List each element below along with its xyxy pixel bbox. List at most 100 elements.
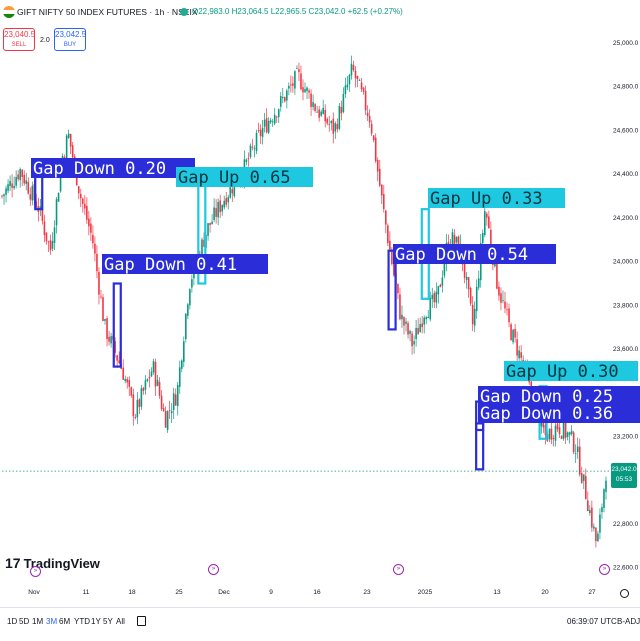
candle-body <box>223 200 226 208</box>
candle-body <box>368 115 371 123</box>
candle-body <box>19 169 21 181</box>
candle-body <box>467 277 470 290</box>
candle-body <box>168 410 171 411</box>
candle-body <box>227 197 230 203</box>
candle-body <box>593 526 595 529</box>
candle-body <box>552 437 555 439</box>
sell-button[interactable]: 23,040.5 SELL <box>3 28 35 51</box>
settings-icon[interactable] <box>620 589 629 598</box>
x-axis-tick-label: 9 <box>269 589 273 596</box>
x-axis-tick-label: 20 <box>541 589 549 596</box>
range-3m[interactable]: 3M <box>46 617 58 626</box>
candle-body <box>584 476 587 499</box>
candle-body <box>328 123 331 125</box>
candle-body <box>385 210 387 225</box>
candle-body <box>180 360 183 369</box>
range-5d[interactable]: 5D <box>19 617 30 626</box>
buy-button[interactable]: 23,042.5 BUY <box>54 28 86 51</box>
candle-body <box>174 394 177 406</box>
candle-body <box>601 507 603 513</box>
gap-label-bg <box>478 403 640 423</box>
candle-body <box>356 75 359 80</box>
y-axis-tick-label: 23,200.0 <box>613 434 639 441</box>
candle-body <box>292 83 294 86</box>
candle-body <box>271 121 274 123</box>
candle-body <box>294 71 296 89</box>
tradingview-logo[interactable]: 17 TradingView <box>5 555 100 571</box>
range-6m[interactable]: 6M <box>59 617 71 626</box>
tradingview-mark-icon: 17 <box>5 555 21 571</box>
candle-body <box>587 500 589 512</box>
candle-body <box>265 118 268 133</box>
candle-body <box>156 380 159 386</box>
x-axis-tick-label: 16 <box>313 589 321 596</box>
candle-body <box>298 69 300 72</box>
range-all[interactable]: All <box>116 617 125 626</box>
candle-body <box>146 379 149 381</box>
candle-body <box>348 74 351 85</box>
candle-body <box>439 284 442 288</box>
candle-body <box>29 194 32 200</box>
candle-body <box>43 221 46 235</box>
x-axis-tick-label: 2025 <box>418 589 433 596</box>
x-axis-tick-label: Dec <box>218 589 230 596</box>
candle-body <box>346 84 349 88</box>
candle-body <box>152 361 155 373</box>
candle-body <box>86 205 88 220</box>
candle-body <box>25 180 28 184</box>
candle-body <box>597 533 599 542</box>
candle-body <box>255 132 258 152</box>
candle-body <box>599 514 601 533</box>
candle-body <box>130 387 133 396</box>
symbol-title[interactable]: GIFT NIFTY 50 INDEX FUTURES · 1h · NSEIX <box>17 7 198 17</box>
bar-countdown: 05:53 <box>615 476 633 483</box>
candle-body <box>126 379 129 383</box>
candle-body <box>11 183 13 188</box>
candle-body <box>425 317 428 320</box>
event-icon[interactable]: » <box>208 564 219 575</box>
candle-body <box>94 243 96 254</box>
candle-body <box>13 185 15 189</box>
event-icon[interactable]: » <box>599 564 610 575</box>
y-axis-tick-label: 24,200.0 <box>613 215 639 222</box>
candle-body <box>100 296 102 298</box>
candle-body <box>221 205 223 212</box>
candle-body <box>407 323 409 335</box>
candle-body <box>170 411 173 414</box>
range-5y[interactable]: 5Y <box>103 617 113 626</box>
y-axis-tick-label: 23,600.0 <box>613 346 639 353</box>
price-chart[interactable]: 25,000.0 24,800.0 24,600.0 24,400.0 24,200.0… <box>0 0 640 607</box>
gap-label-bg <box>478 386 640 406</box>
x-axis-tick-label: Nov <box>28 589 40 596</box>
candle-body <box>277 109 280 118</box>
range-1y[interactable]: 1Y <box>91 617 101 626</box>
event-icon[interactable]: » <box>393 564 404 575</box>
gap-label-bg <box>428 188 565 208</box>
candle-body <box>362 87 365 92</box>
candle-body <box>191 279 193 288</box>
candle-body <box>300 73 302 90</box>
candle-body <box>67 133 70 138</box>
candle-body <box>415 327 417 340</box>
candle-body <box>104 319 106 321</box>
utc-time[interactable]: 06:39:07 UTC <box>567 617 617 626</box>
candle-body <box>249 145 252 158</box>
calendar-icon[interactable] <box>137 616 146 626</box>
candle-body <box>354 70 357 79</box>
range-1d[interactable]: 1D <box>7 617 18 626</box>
candle-body <box>389 240 391 250</box>
candle-body <box>189 289 191 306</box>
range-1m[interactable]: 1M <box>32 617 44 626</box>
candle-body <box>453 234 456 245</box>
candle-body <box>269 120 272 123</box>
candle-body <box>286 90 288 101</box>
candle-body <box>548 429 551 440</box>
adjustment-toggle[interactable]: B-ADJ <box>617 617 640 626</box>
candle-body <box>9 180 11 187</box>
candle-body <box>431 294 434 299</box>
range-ytd[interactable]: YTD <box>74 617 90 626</box>
candle-body <box>118 360 120 364</box>
y-axis-tick-label: 24,000.0 <box>613 259 639 266</box>
event-icon[interactable]: » <box>30 566 41 577</box>
candle-body <box>51 241 54 249</box>
